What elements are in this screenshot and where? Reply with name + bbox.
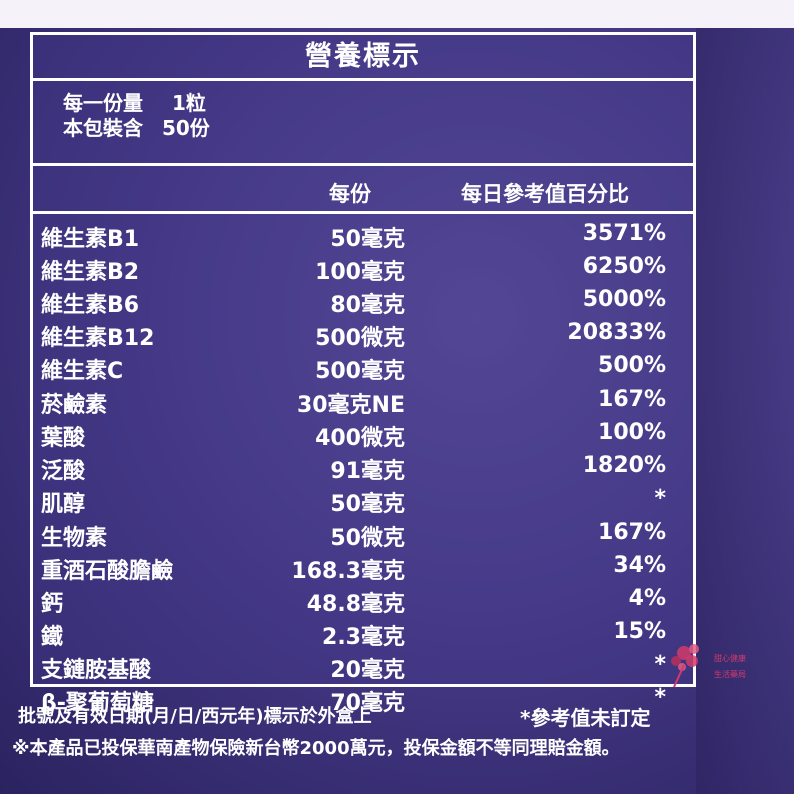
nutrient-row: 維生素B2 100毫克 6250%: [33, 252, 693, 286]
nutrient-amount: 80毫克: [330, 293, 405, 318]
nutrient-daily-pct: 34%: [613, 553, 666, 578]
nutrient-amount: 70毫克: [330, 691, 405, 716]
nutrient-amount: 400微克: [315, 426, 405, 451]
daily-value-header: 每日參考值百分比: [461, 182, 629, 206]
serving-size-value: 1粒: [171, 91, 206, 115]
nutrient-row: 肌醇 50毫克 *: [33, 484, 693, 518]
nutrient-amount: 30毫克NE: [296, 393, 405, 418]
nutrient-row: 重酒石酸膽鹼 168.3毫克 34%: [33, 551, 693, 585]
nutrient-daily-pct: *: [654, 685, 666, 710]
nutrient-name: 維生素B1: [41, 227, 140, 252]
nutrient-daily-pct: 15%: [613, 619, 666, 644]
nutrient-row: 鈣 48.8毫克 4%: [33, 584, 693, 618]
nutrient-name: 菸鹼素: [41, 393, 108, 418]
pharmacy-watermark-stamp: 甜心健康 生活藥局: [662, 635, 774, 695]
nutrient-daily-pct: 4%: [628, 586, 666, 611]
nutrient-name: 肌醇: [41, 492, 86, 517]
nutrient-daily-pct: 20833%: [567, 320, 666, 345]
nutrient-row: 維生素C 500毫克 500%: [33, 351, 693, 385]
nutrient-name: 葉酸: [41, 426, 86, 451]
nutrient-name: 生物素: [41, 526, 108, 551]
nutrient-amount: 48.8毫克: [306, 592, 405, 617]
nutrient-row: β-聚葡萄糖 70毫克 *: [33, 683, 693, 717]
nutrient-name: 維生素B2: [41, 260, 140, 285]
nutrient-name: β-聚葡萄糖: [41, 691, 154, 716]
nutrient-daily-pct: *: [654, 486, 666, 511]
nutrient-amount: 500毫克: [315, 359, 405, 384]
column-header-row: 每份 每日參考值百分比: [33, 166, 693, 214]
servings-label: 本包裝含: [63, 116, 143, 140]
servings-value: 50份: [161, 116, 210, 140]
nutrition-title: 營養標示: [33, 35, 693, 81]
serving-info: 每一份量 1粒 本包裝含 50份: [33, 81, 693, 166]
nutrient-amount: 168.3毫克: [291, 559, 405, 584]
nutrient-daily-pct: *: [654, 652, 666, 677]
nutrient-row: 菸鹼素 30毫克NE 167%: [33, 385, 693, 419]
flower-logo-icon: [671, 644, 699, 688]
nutrient-row: 維生素B1 50毫克 3571%: [33, 219, 693, 253]
nutrient-daily-pct: 1820%: [582, 453, 666, 478]
nutrient-daily-pct: 5000%: [582, 287, 666, 312]
nutrient-name: 維生素B6: [41, 293, 140, 318]
nutrient-name: 重酒石酸膽鹼: [41, 559, 174, 584]
nutrient-amount: 2.3毫克: [322, 625, 405, 650]
insurance-note: ※本產品已投保華南產物保險新台幣2000萬元，投保金額不等同理賠金額。: [12, 738, 620, 759]
stamp-text-top: 甜心健康: [714, 654, 746, 663]
nutrient-amount: 91毫克: [330, 459, 405, 484]
nutrient-daily-pct: 167%: [598, 520, 666, 545]
nutrient-amount: 500微克: [315, 326, 405, 351]
top-label-strip: [0, 0, 794, 28]
nutrient-row: 葉酸 400微克 100%: [33, 418, 693, 452]
nutrient-amount: 20毫克: [330, 658, 405, 683]
nutrient-amount: 50毫克: [330, 227, 405, 252]
batch-expiry-note: 批號及有效日期(月/日/西元年)標示於外盒上: [18, 706, 372, 727]
nutrient-daily-pct: 6250%: [582, 254, 666, 279]
serving-size-label: 每一份量: [63, 91, 143, 115]
nutrient-row: 維生素B6 80毫克 5000%: [33, 285, 693, 319]
nutrient-name: 泛酸: [41, 459, 86, 484]
nutrition-facts-panel: 營養標示 每一份量 1粒 本包裝含 50份 每份 每日參考值百分比 維生素B1 …: [30, 32, 696, 716]
nutrient-name: 鐵: [41, 625, 64, 650]
nutrient-amount: 50毫克: [330, 492, 405, 517]
nutrient-daily-pct: 500%: [598, 353, 666, 378]
nutrient-row: 維生素B12 500微克 20833%: [33, 318, 693, 352]
nutrient-amount: 100毫克: [315, 260, 405, 285]
reference-value-note: *參考值未訂定: [520, 706, 651, 730]
per-serving-header: 每份: [329, 182, 371, 206]
nutrient-name: 維生素C: [41, 359, 124, 384]
nutrient-row: 支鏈胺基酸 20毫克 *: [33, 650, 693, 684]
nutrient-row: 泛酸 91毫克 1820%: [33, 451, 693, 485]
nutrient-row: 生物素 50微克 167%: [33, 518, 693, 552]
nutrient-daily-pct: 100%: [598, 420, 666, 445]
package-side-shade: [696, 28, 794, 794]
serving-size-line: 每一份量 1粒: [63, 87, 206, 116]
nutrient-amount: 50微克: [330, 526, 405, 551]
stamp-text-bottom: 生活藥局: [714, 670, 746, 679]
nutrient-name: 鈣: [41, 592, 64, 617]
nutrient-name: 維生素B12: [41, 326, 155, 351]
nutrient-name: 支鏈胺基酸: [41, 658, 152, 683]
nutrient-row: 鐵 2.3毫克 15%: [33, 617, 693, 651]
nutrient-daily-pct: 167%: [598, 387, 666, 412]
nutrient-daily-pct: 3571%: [582, 221, 666, 246]
servings-per-package-line: 本包裝含 50份: [63, 112, 210, 141]
